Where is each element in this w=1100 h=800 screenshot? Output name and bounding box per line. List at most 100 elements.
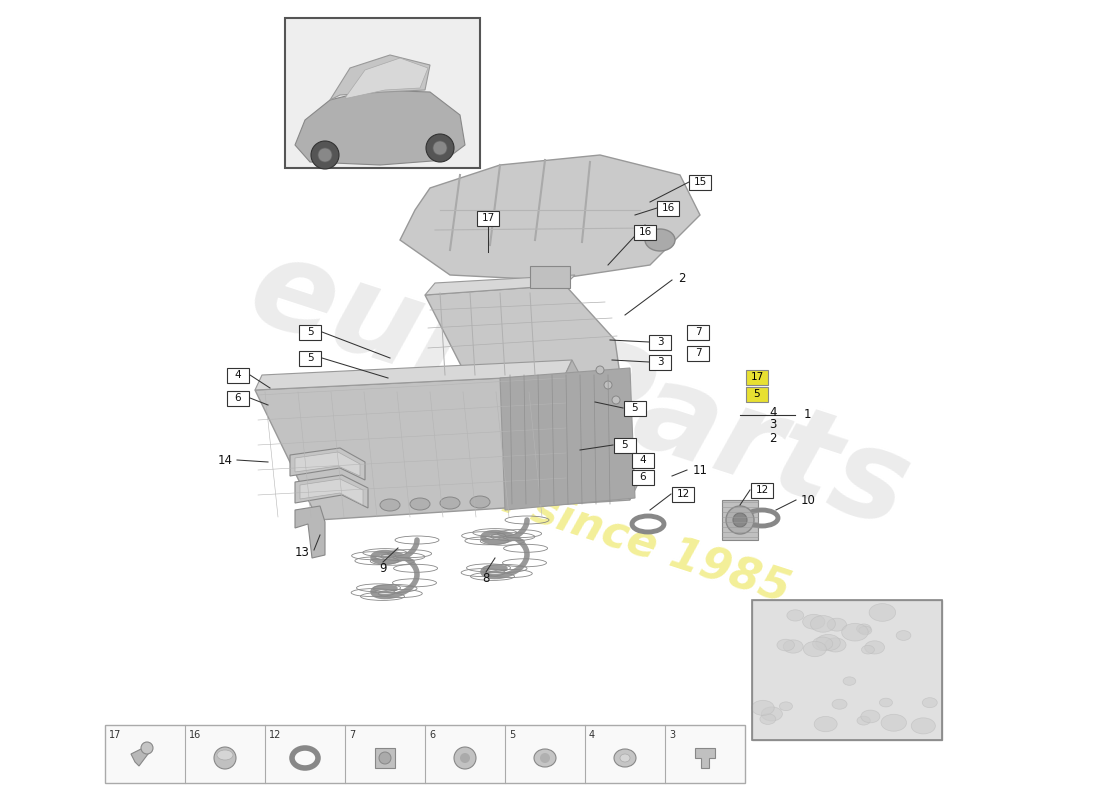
Circle shape bbox=[426, 134, 454, 162]
Ellipse shape bbox=[832, 699, 847, 710]
Text: 3: 3 bbox=[769, 418, 777, 431]
Text: 16: 16 bbox=[189, 730, 201, 740]
FancyBboxPatch shape bbox=[614, 438, 636, 453]
Ellipse shape bbox=[813, 637, 833, 650]
Polygon shape bbox=[565, 360, 638, 500]
Polygon shape bbox=[695, 748, 715, 768]
Ellipse shape bbox=[645, 229, 675, 251]
Text: 5: 5 bbox=[631, 403, 638, 413]
Text: 14: 14 bbox=[218, 454, 232, 466]
Ellipse shape bbox=[214, 747, 236, 769]
Polygon shape bbox=[400, 155, 700, 280]
FancyBboxPatch shape bbox=[746, 387, 768, 402]
Polygon shape bbox=[131, 746, 151, 766]
Polygon shape bbox=[500, 368, 635, 510]
Ellipse shape bbox=[780, 702, 792, 710]
FancyBboxPatch shape bbox=[672, 486, 694, 502]
Ellipse shape bbox=[786, 610, 804, 621]
Text: 16: 16 bbox=[661, 203, 674, 213]
Ellipse shape bbox=[217, 750, 233, 760]
Ellipse shape bbox=[803, 642, 826, 657]
FancyBboxPatch shape bbox=[624, 401, 646, 415]
Bar bbox=[530, 266, 570, 288]
FancyBboxPatch shape bbox=[649, 334, 671, 350]
Ellipse shape bbox=[879, 698, 892, 707]
Polygon shape bbox=[300, 479, 363, 505]
Polygon shape bbox=[425, 285, 620, 387]
Text: 10: 10 bbox=[801, 494, 815, 506]
FancyBboxPatch shape bbox=[299, 325, 321, 339]
Text: 7: 7 bbox=[695, 327, 702, 337]
Text: 2: 2 bbox=[769, 431, 777, 445]
Ellipse shape bbox=[811, 615, 835, 632]
Polygon shape bbox=[255, 375, 630, 520]
Circle shape bbox=[726, 506, 754, 534]
Bar bbox=[285, 18, 480, 168]
Ellipse shape bbox=[470, 496, 490, 508]
Polygon shape bbox=[295, 452, 360, 476]
Text: 7: 7 bbox=[695, 348, 702, 358]
Polygon shape bbox=[295, 475, 368, 508]
Text: 17: 17 bbox=[109, 730, 121, 740]
Text: 4: 4 bbox=[588, 730, 595, 740]
FancyBboxPatch shape bbox=[751, 482, 773, 498]
Ellipse shape bbox=[761, 707, 782, 721]
Ellipse shape bbox=[534, 749, 556, 767]
FancyBboxPatch shape bbox=[688, 346, 710, 361]
Text: 6: 6 bbox=[429, 730, 436, 740]
Ellipse shape bbox=[614, 749, 636, 767]
Circle shape bbox=[460, 753, 470, 763]
Ellipse shape bbox=[760, 714, 775, 725]
Circle shape bbox=[141, 742, 153, 754]
Ellipse shape bbox=[859, 626, 872, 634]
FancyBboxPatch shape bbox=[689, 174, 711, 190]
Bar bbox=[722, 500, 758, 540]
Ellipse shape bbox=[777, 639, 794, 651]
Circle shape bbox=[604, 381, 612, 389]
Ellipse shape bbox=[869, 604, 895, 622]
Polygon shape bbox=[295, 90, 465, 165]
Text: 6: 6 bbox=[234, 393, 241, 403]
Circle shape bbox=[540, 753, 550, 763]
Ellipse shape bbox=[814, 717, 837, 732]
Text: 4: 4 bbox=[234, 370, 241, 380]
Text: euroParts: euroParts bbox=[235, 226, 924, 554]
FancyBboxPatch shape bbox=[657, 201, 679, 215]
FancyBboxPatch shape bbox=[634, 225, 656, 239]
Text: 5: 5 bbox=[754, 389, 760, 399]
Text: 17: 17 bbox=[750, 372, 763, 382]
Ellipse shape bbox=[827, 618, 847, 631]
Circle shape bbox=[733, 513, 747, 527]
Circle shape bbox=[379, 752, 390, 764]
Bar bbox=[752, 600, 942, 740]
Ellipse shape bbox=[881, 714, 906, 731]
Text: 12: 12 bbox=[270, 730, 282, 740]
Text: 8: 8 bbox=[482, 571, 490, 585]
Text: 12: 12 bbox=[676, 489, 690, 499]
Ellipse shape bbox=[751, 700, 774, 715]
Circle shape bbox=[596, 366, 604, 374]
Bar bbox=[104, 725, 745, 783]
FancyBboxPatch shape bbox=[227, 390, 249, 406]
Ellipse shape bbox=[803, 614, 825, 629]
Ellipse shape bbox=[896, 630, 911, 640]
Ellipse shape bbox=[865, 641, 884, 654]
FancyBboxPatch shape bbox=[477, 210, 499, 226]
Text: 5: 5 bbox=[307, 327, 314, 337]
Text: 12: 12 bbox=[756, 485, 769, 495]
FancyBboxPatch shape bbox=[688, 325, 710, 339]
Ellipse shape bbox=[783, 640, 803, 653]
Text: 4: 4 bbox=[640, 455, 647, 465]
Polygon shape bbox=[290, 448, 365, 480]
Text: 16: 16 bbox=[638, 227, 651, 237]
Bar bbox=[752, 600, 942, 740]
Ellipse shape bbox=[825, 638, 846, 652]
Text: 2: 2 bbox=[679, 271, 685, 285]
Text: 11: 11 bbox=[693, 463, 707, 477]
FancyBboxPatch shape bbox=[746, 370, 768, 385]
Ellipse shape bbox=[857, 624, 871, 634]
FancyBboxPatch shape bbox=[227, 367, 249, 382]
FancyBboxPatch shape bbox=[632, 470, 654, 485]
Ellipse shape bbox=[620, 754, 630, 762]
Text: 5: 5 bbox=[509, 730, 515, 740]
